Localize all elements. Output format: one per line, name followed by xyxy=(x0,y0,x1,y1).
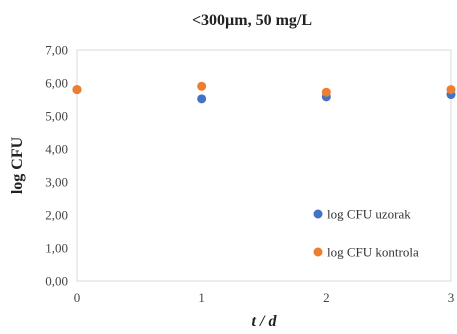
y-tick-label: 4,00 xyxy=(45,142,68,157)
data-series xyxy=(72,81,456,104)
legend-marker xyxy=(313,247,323,257)
y-tick-label: 6,00 xyxy=(45,76,68,91)
y-tick-label: 1,00 xyxy=(45,241,68,256)
legend-label: log CFU kontrola xyxy=(327,245,419,260)
legend-marker xyxy=(313,209,323,219)
y-tick-label: 0,00 xyxy=(45,274,68,289)
data-point xyxy=(321,87,331,97)
chart-title: <300µm, 50 mg/L xyxy=(192,12,312,29)
y-tick-label: 5,00 xyxy=(45,109,68,124)
y-axis-label: log CFU xyxy=(9,136,26,194)
series-2 xyxy=(72,81,456,97)
y-axis-ticks: 0,00 1,00 2,00 3,00 4,00 5,00 6,00 7,00 xyxy=(45,43,68,289)
x-tick-label: 1 xyxy=(198,290,205,305)
legend: log CFU uzorak log CFU kontrola xyxy=(313,207,419,260)
plot-border xyxy=(76,49,452,282)
x-tick-label: 0 xyxy=(74,290,81,305)
y-tick-label: 2,00 xyxy=(45,208,68,223)
x-axis-ticks: 0 1 2 3 xyxy=(74,290,455,305)
y-tick-label: 7,00 xyxy=(45,43,68,58)
legend-label: log CFU uzorak xyxy=(327,207,411,222)
data-point xyxy=(197,81,207,91)
data-point xyxy=(197,94,207,104)
x-tick-label: 3 xyxy=(448,290,455,305)
series-1 xyxy=(72,85,456,104)
x-tick-label: 2 xyxy=(323,290,330,305)
plot-area xyxy=(76,49,452,282)
y-tick-label: 3,00 xyxy=(45,175,68,190)
data-point xyxy=(72,85,82,95)
data-point xyxy=(446,85,456,95)
x-axis-label: t / d xyxy=(252,313,278,330)
